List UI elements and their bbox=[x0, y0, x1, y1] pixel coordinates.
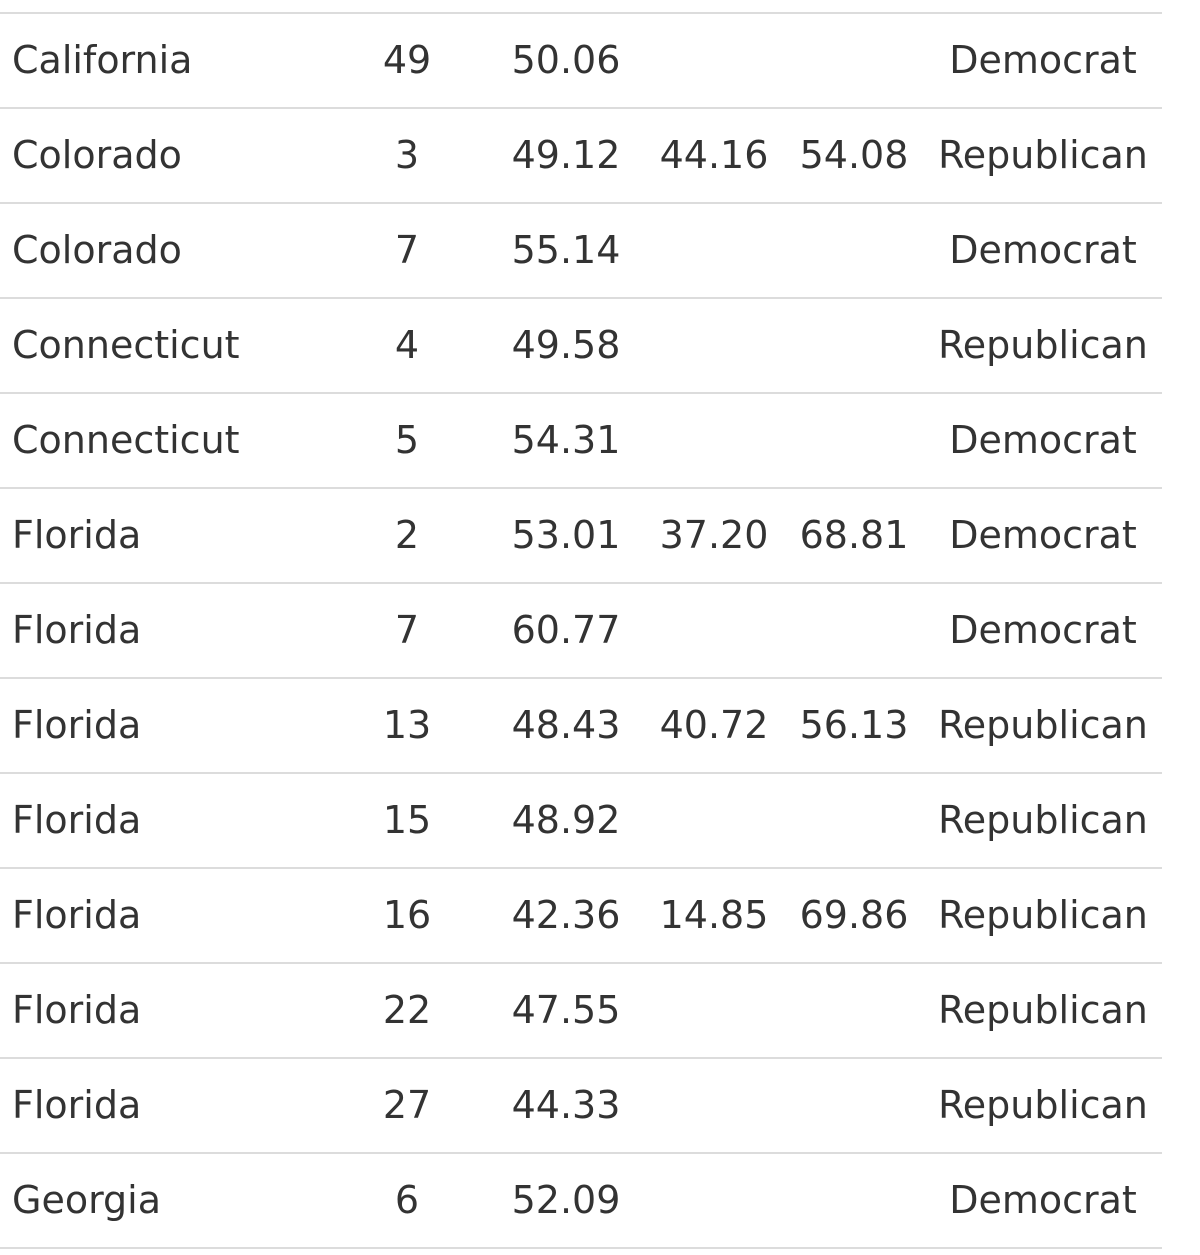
district-cell: 16 bbox=[382, 893, 432, 937]
state-cell: Colorado bbox=[12, 228, 182, 272]
percent-cell: 47.55 bbox=[511, 988, 621, 1032]
state-cell: Florida bbox=[12, 703, 142, 747]
upper-bound-cell bbox=[792, 584, 916, 677]
party-cell: Republican bbox=[938, 988, 1148, 1032]
percent-cell: 60.77 bbox=[511, 608, 621, 652]
percent-cell: 48.92 bbox=[511, 798, 621, 842]
table-row: Florida 22 47.55 Republican bbox=[0, 964, 1162, 1059]
district-cell: 6 bbox=[394, 1178, 420, 1222]
upper-bound-cell: 69.86 bbox=[799, 893, 909, 937]
state-cell: Florida bbox=[12, 893, 142, 937]
lower-bound-cell bbox=[652, 1154, 776, 1247]
percent-cell: 49.58 bbox=[511, 323, 621, 367]
lower-bound-cell: 40.72 bbox=[659, 703, 769, 747]
district-cell: 49 bbox=[382, 38, 432, 82]
district-cell: 4 bbox=[394, 323, 420, 367]
table-row: Florida 13 48.43 40.72 56.13 Republican bbox=[0, 679, 1162, 774]
table-row: Colorado 3 49.12 44.16 54.08 Republican bbox=[0, 109, 1162, 204]
table-row: Florida 16 42.36 14.85 69.86 Republican bbox=[0, 869, 1162, 964]
party-cell: Republican bbox=[938, 133, 1148, 177]
party-cell: Democrat bbox=[949, 228, 1137, 272]
state-cell: Florida bbox=[12, 988, 142, 1032]
lower-bound-cell bbox=[652, 204, 776, 297]
upper-bound-cell bbox=[792, 1059, 916, 1152]
table-row: California 49 50.06 Democrat bbox=[0, 14, 1162, 109]
party-cell: Democrat bbox=[949, 608, 1137, 652]
percent-cell: 48.43 bbox=[511, 703, 621, 747]
district-cell: 22 bbox=[382, 988, 432, 1032]
party-cell: Democrat bbox=[949, 513, 1137, 557]
party-cell: Republican bbox=[938, 1083, 1148, 1127]
state-cell: Florida bbox=[12, 1083, 142, 1127]
party-cell: Democrat bbox=[949, 418, 1137, 462]
party-cell: Democrat bbox=[949, 1178, 1137, 1222]
percent-cell: 52.09 bbox=[511, 1178, 621, 1222]
district-cell: 15 bbox=[382, 798, 432, 842]
lower-bound-cell: 37.20 bbox=[659, 513, 769, 557]
table-row: Florida 27 44.33 Republican bbox=[0, 1059, 1162, 1154]
table-row: Georgia 6 52.09 Democrat bbox=[0, 1154, 1162, 1249]
percent-cell: 55.14 bbox=[511, 228, 621, 272]
lower-bound-cell: 44.16 bbox=[659, 133, 769, 177]
state-cell: Florida bbox=[12, 798, 142, 842]
upper-bound-cell bbox=[792, 1154, 916, 1247]
party-cell: Republican bbox=[938, 798, 1148, 842]
district-cell: 7 bbox=[394, 228, 420, 272]
percent-cell: 49.12 bbox=[511, 133, 621, 177]
upper-bound-cell bbox=[792, 964, 916, 1057]
party-cell: Republican bbox=[938, 893, 1148, 937]
lower-bound-cell bbox=[652, 14, 776, 107]
table-row: Florida 15 48.92 Republican bbox=[0, 774, 1162, 869]
district-cell: 3 bbox=[394, 133, 420, 177]
state-cell: Georgia bbox=[12, 1178, 161, 1222]
percent-cell: 50.06 bbox=[511, 38, 621, 82]
party-cell: Democrat bbox=[949, 38, 1137, 82]
table-row: Colorado 7 55.14 Democrat bbox=[0, 204, 1162, 299]
lower-bound-cell bbox=[652, 774, 776, 867]
state-cell: Florida bbox=[12, 608, 142, 652]
upper-bound-cell bbox=[792, 774, 916, 867]
district-cell: 5 bbox=[394, 418, 420, 462]
district-cell: 27 bbox=[382, 1083, 432, 1127]
district-cell: 7 bbox=[394, 608, 420, 652]
state-cell: Colorado bbox=[12, 133, 182, 177]
percent-cell: 53.01 bbox=[511, 513, 621, 557]
lower-bound-cell bbox=[652, 299, 776, 392]
upper-bound-cell: 54.08 bbox=[799, 133, 909, 177]
upper-bound-cell bbox=[792, 299, 916, 392]
district-cell: 13 bbox=[382, 703, 432, 747]
table-row: Florida 7 60.77 Democrat bbox=[0, 584, 1162, 679]
table-row: Florida 2 53.01 37.20 68.81 Democrat bbox=[0, 489, 1162, 584]
upper-bound-cell: 56.13 bbox=[799, 703, 909, 747]
percent-cell: 44.33 bbox=[511, 1083, 621, 1127]
results-table: California 49 50.06 Democrat Colorado 3 … bbox=[0, 12, 1162, 1249]
state-cell: Connecticut bbox=[12, 323, 240, 367]
state-cell: Connecticut bbox=[12, 418, 240, 462]
state-cell: California bbox=[12, 38, 193, 82]
upper-bound-cell bbox=[792, 14, 916, 107]
percent-cell: 54.31 bbox=[511, 418, 621, 462]
percent-cell: 42.36 bbox=[511, 893, 621, 937]
table-row: Connecticut 5 54.31 Democrat bbox=[0, 394, 1162, 489]
state-cell: Florida bbox=[12, 513, 142, 557]
upper-bound-cell bbox=[792, 394, 916, 487]
lower-bound-cell: 14.85 bbox=[659, 893, 769, 937]
district-cell: 2 bbox=[394, 513, 420, 557]
lower-bound-cell bbox=[652, 584, 776, 677]
upper-bound-cell bbox=[792, 204, 916, 297]
lower-bound-cell bbox=[652, 394, 776, 487]
lower-bound-cell bbox=[652, 964, 776, 1057]
table-row: Connecticut 4 49.58 Republican bbox=[0, 299, 1162, 394]
lower-bound-cell bbox=[652, 1059, 776, 1152]
upper-bound-cell: 68.81 bbox=[799, 513, 909, 557]
party-cell: Republican bbox=[938, 703, 1148, 747]
party-cell: Republican bbox=[938, 323, 1148, 367]
